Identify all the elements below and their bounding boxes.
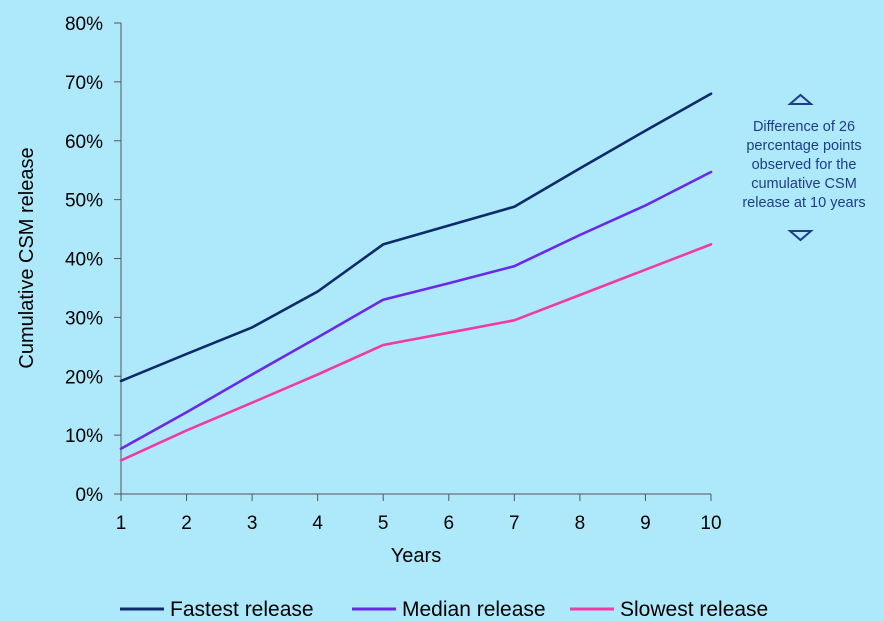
x-tick-label: 2 [181,513,192,534]
triangle-down-icon [787,230,814,242]
series-lines [119,92,713,462]
x-tick-label: 7 [509,513,520,534]
x-tick-label: 5 [378,513,389,534]
annotation-line: Difference of 26 [753,119,855,135]
y-tick-label: 50% [65,191,103,212]
y-axis-title: Cumulative CSM release [16,147,38,368]
annotation-line: observed for the [752,157,857,173]
legend: Fastest release Median release Slowest rel… [120,598,768,621]
y-tick-label: 20% [65,367,103,388]
triangle-up-icon [787,93,814,105]
y-tick-label: 60% [65,132,103,153]
x-tick-label: 3 [247,513,258,534]
y-axis-ticks: 0% 10% 20% 30% 40% 50% 60% 70% 80% [65,14,121,506]
annotation-line: percentage points [746,138,861,154]
series-line-median-release [119,170,713,451]
annotation-line: release at 10 years [742,195,865,211]
legend-label-slowest-release: Slowest release [620,598,768,621]
x-axis-title: Years [391,545,441,567]
y-tick-label: 0% [76,485,104,506]
legend-label-fastest-release: Fastest release [170,598,314,621]
y-tick-label: 70% [65,73,103,94]
annotation-line: cumulative CSM [751,176,857,192]
y-tick-label: 10% [65,426,103,447]
y-tick-label: 30% [65,308,103,329]
x-tick-label: 10 [700,513,721,534]
y-tick-label: 40% [65,250,103,271]
y-tick-label: 80% [65,14,103,35]
x-tick-label: 6 [443,513,454,534]
legend-label-median-release: Median release [402,598,546,621]
series-line-fastest-release [119,92,713,383]
x-tick-label: 4 [312,513,323,534]
x-tick-label: 8 [575,513,586,534]
x-tick-label: 1 [116,513,127,534]
chart-axes [120,23,711,495]
x-tick-label: 9 [640,513,651,534]
difference-annotation: Difference of 26 percentage points obser… [742,93,866,242]
x-axis-ticks: 1 2 3 4 5 6 7 8 9 10 [116,494,722,534]
series-line-slowest-release [119,243,713,462]
